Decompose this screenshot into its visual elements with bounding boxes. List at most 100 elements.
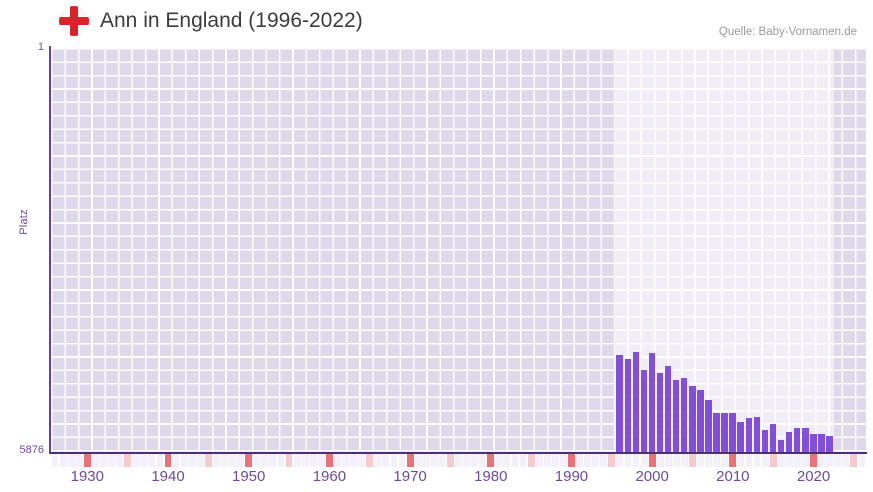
x-tick-1964 (358, 454, 366, 467)
bar-2003[interactable] (672, 380, 680, 452)
source-label: Quelle: Baby-Vornamen.de (718, 26, 857, 38)
x-tick-1988 (551, 454, 559, 467)
x-tick-2012 (745, 454, 753, 467)
x-tick-1934 (116, 454, 123, 467)
x-tick-1960 (325, 454, 333, 467)
x-tick-1930 (83, 454, 91, 467)
x-tick-1979 (479, 454, 487, 467)
x-tick-1944 (196, 454, 204, 467)
bar-2011[interactable] (737, 422, 744, 452)
x-axis-line (50, 452, 867, 454)
x-tick-1986 (535, 454, 543, 467)
flag-cross-vertical (70, 6, 78, 36)
bar-2015[interactable] (769, 424, 777, 452)
bar-1998[interactable] (632, 351, 640, 452)
x-tick-1946 (212, 454, 220, 467)
bar-2022[interactable] (826, 435, 833, 452)
x-tick-1937 (140, 454, 148, 467)
bar-2009[interactable] (721, 413, 728, 452)
x-tick-2026 (858, 454, 866, 467)
x-tick-1996 (616, 454, 624, 467)
bar-2016[interactable] (777, 440, 785, 452)
x-tick-1982 (503, 454, 511, 467)
x-tick-2023 (834, 454, 842, 467)
x-tick-2001 (656, 454, 664, 467)
x-tick-1959 (317, 454, 325, 467)
x-tick-1965 (366, 454, 374, 467)
x-tick-1997 (624, 454, 632, 467)
x-tick-1932 (100, 454, 107, 467)
x-axis-label-1960: 1960 (312, 468, 347, 485)
x-tick-1958 (309, 454, 317, 467)
x-tick-2025 (850, 454, 858, 467)
bar-2012[interactable] (745, 418, 753, 452)
bar-2017[interactable] (785, 432, 793, 452)
chart-header: Ann in England (1996-2022) Quelle: Baby-… (0, 0, 873, 44)
x-tick-1938 (148, 454, 156, 467)
x-tick-2002 (664, 454, 672, 467)
x-tick-1972 (422, 454, 430, 467)
x-tick-1975 (446, 454, 454, 467)
x-axis-label-2000: 2000 (635, 468, 669, 485)
x-axis-labels: 1930 1940 1950 1960 1970 1980 1990 2000 2010 2020 (0, 468, 873, 492)
x-axis-tickstrip (51, 454, 866, 467)
x-tick-1991 (576, 454, 583, 467)
x-tick-1943 (188, 454, 196, 467)
y-axis-line (49, 46, 51, 454)
x-tick-1969 (398, 454, 406, 467)
x-tick-2007 (705, 454, 713, 467)
x-tick-1931 (91, 454, 99, 467)
x-tick-2010 (729, 454, 737, 467)
x-tick-1929 (75, 454, 83, 467)
bar-2010[interactable] (729, 413, 736, 452)
x-tick-1973 (430, 454, 438, 467)
bar-2014[interactable] (761, 430, 769, 452)
x-tick-1970 (406, 454, 414, 467)
x-tick-1989 (559, 454, 567, 467)
x-tick-2004 (681, 454, 688, 467)
y-axis-title: Platz (18, 209, 30, 235)
x-tick-2015 (769, 454, 777, 467)
bar-1996[interactable] (616, 354, 623, 452)
x-tick-1957 (301, 454, 309, 467)
bar-2013[interactable] (753, 417, 761, 452)
x-tick-1941 (172, 454, 180, 467)
x-tick-2011 (737, 454, 745, 467)
x-tick-2021 (818, 454, 826, 467)
bar-2006[interactable] (697, 389, 704, 452)
x-tick-1966 (374, 454, 382, 467)
x-tick-1927 (59, 454, 67, 467)
bar-2007[interactable] (705, 400, 712, 452)
bar-2001[interactable] (656, 373, 664, 452)
x-tick-2022 (826, 454, 834, 467)
x-tick-2014 (761, 454, 769, 467)
x-tick-1990 (568, 454, 575, 467)
bar-1997[interactable] (624, 358, 631, 452)
bar-2021[interactable] (818, 433, 825, 452)
bar-2000[interactable] (648, 352, 656, 452)
bar-2008[interactable] (713, 413, 720, 452)
x-tick-1967 (382, 454, 390, 467)
x-axis-label-1990: 1990 (554, 468, 589, 485)
x-tick-2005 (689, 454, 696, 467)
x-tick-1963 (350, 454, 358, 467)
bar-2019[interactable] (802, 428, 809, 452)
x-tick-1980 (487, 454, 495, 467)
bar-1999[interactable] (640, 369, 648, 452)
bar-2020[interactable] (810, 433, 817, 452)
x-tick-1961 (334, 454, 341, 467)
bar-2018[interactable] (793, 428, 801, 452)
x-axis-label-2020: 2020 (796, 468, 831, 485)
x-tick-2006 (697, 454, 704, 467)
x-tick-1993 (592, 454, 600, 467)
bar-2005[interactable] (689, 386, 696, 452)
x-tick-1962 (342, 454, 349, 467)
x-tick-1954 (277, 454, 285, 467)
x-tick-1949 (237, 454, 245, 467)
bar-2004[interactable] (681, 378, 688, 452)
x-tick-1926 (51, 454, 59, 467)
x-tick-1981 (495, 454, 503, 467)
bar-2002[interactable] (664, 365, 672, 452)
x-tick-1942 (180, 454, 188, 467)
